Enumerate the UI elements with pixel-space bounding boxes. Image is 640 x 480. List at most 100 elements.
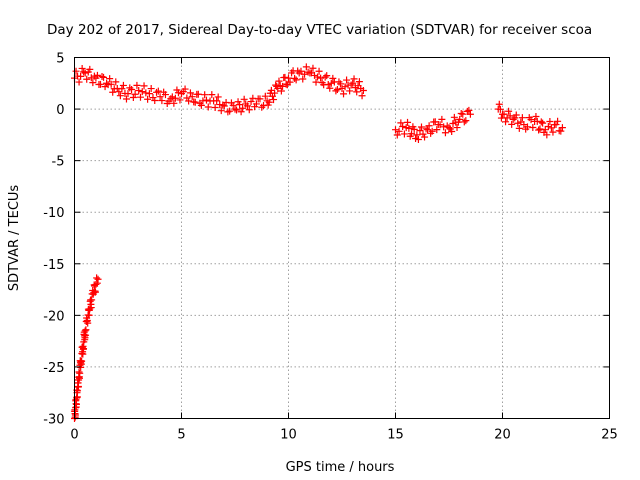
data-point-fill [326, 84, 334, 92]
data-point-fill [233, 106, 241, 114]
data-point-fill [217, 107, 225, 115]
data-point-fill [549, 128, 557, 136]
data-point-fill [312, 78, 320, 86]
data-point-fill [171, 94, 179, 102]
x-tick-label: 15 [387, 428, 404, 443]
data-point-fill [323, 72, 331, 80]
data-point-fill [425, 122, 433, 130]
data-point [188, 93, 196, 101]
data-point-fill [107, 80, 115, 88]
data-point-fill [428, 127, 436, 135]
data-point-fill [333, 86, 341, 94]
data-point-fill [310, 71, 318, 79]
data-point-fill [500, 110, 508, 118]
y-axis-label: SDTVAR / TECUs [7, 185, 22, 292]
data-point [103, 79, 111, 87]
data-point-fill [74, 387, 82, 395]
data-point-fill [343, 76, 351, 84]
data-point-fill [341, 83, 349, 91]
x-tick-label: 5 [177, 428, 185, 443]
data-point-fill [224, 108, 232, 116]
data-point-fill [554, 117, 562, 125]
data-point-fill [147, 85, 155, 93]
data-point-fill [321, 73, 329, 81]
data-point-fill [506, 112, 514, 120]
data-point-fill [395, 127, 403, 135]
data-point-fill [84, 319, 92, 327]
data-point-fill [275, 77, 283, 85]
data-point-fill [74, 383, 82, 391]
data-point-fill [459, 110, 467, 118]
data-point-fill [261, 92, 269, 100]
y-tick-label: -5 [52, 155, 65, 170]
data-point [466, 110, 474, 118]
data-point-fill [214, 93, 222, 101]
data-point-fill [72, 67, 80, 75]
data-point-fill [529, 124, 537, 132]
data-point-fill [546, 117, 554, 125]
data-point [285, 74, 292, 82]
data-point-fill [329, 74, 337, 82]
data-point-fill [393, 131, 401, 139]
data-point-fill [76, 369, 84, 377]
data-point-fill [154, 87, 162, 95]
data-point-fill [226, 107, 234, 115]
y-tick-label: -20 [43, 309, 64, 324]
data-point-fill [422, 125, 430, 133]
data-point-fill [118, 85, 126, 93]
data-point-fill [181, 85, 189, 93]
data-point-fill [204, 103, 212, 111]
data-point [252, 100, 260, 108]
x-tick-label: 25 [601, 428, 618, 443]
data-point [88, 296, 96, 304]
data-point [552, 121, 560, 129]
data-point-fill [78, 349, 86, 357]
data-point-fill [502, 118, 510, 126]
data-point-fill [87, 304, 95, 312]
data-point-fill [93, 274, 101, 282]
data-point-fill [86, 65, 94, 73]
data-point-fill [119, 81, 127, 89]
data-point [520, 121, 528, 129]
data-point-fill [495, 100, 503, 108]
data-point-fill [358, 92, 366, 100]
data-point-fill [161, 91, 169, 99]
data-point-fill [131, 90, 139, 98]
data-point [558, 124, 566, 132]
data-point-fill [347, 81, 355, 89]
data-point-fill [405, 124, 413, 132]
y-tick-label: 0 [56, 103, 64, 118]
data-point-fill [96, 80, 104, 88]
data-point [145, 90, 153, 98]
data-point-fill [441, 129, 449, 137]
data-point-fill [122, 95, 130, 103]
data-point-fill [77, 72, 85, 80]
data-point [445, 124, 453, 132]
data-point-fill [514, 119, 522, 127]
data-point-fill [535, 126, 543, 134]
data-point-fill [309, 64, 317, 72]
data-point-fill [340, 90, 348, 98]
data-point-fill [78, 357, 86, 365]
data-point-fill [496, 105, 504, 113]
data-point-fill [202, 96, 210, 104]
data-point-fill [465, 106, 473, 114]
data-point-fill [256, 95, 264, 103]
data-point-fill [414, 136, 422, 144]
data-point-fill [243, 102, 251, 110]
data-point-fill [93, 71, 101, 79]
data-point-fill [91, 288, 99, 296]
data-point-fill [399, 122, 407, 130]
data-point-fill [436, 121, 444, 129]
data-point-fill [201, 91, 209, 99]
x-tick-label: 10 [280, 428, 297, 443]
y-tick-label: -25 [43, 361, 64, 376]
x-tick-label: 20 [494, 428, 511, 443]
data-point-fill [109, 88, 117, 96]
data-point [424, 126, 432, 134]
y-tick-label: -15 [43, 258, 64, 273]
data-point-fill [80, 345, 88, 353]
data-point-fill [211, 104, 219, 112]
data-point-fill [332, 87, 340, 95]
data-point-fill [277, 87, 285, 95]
